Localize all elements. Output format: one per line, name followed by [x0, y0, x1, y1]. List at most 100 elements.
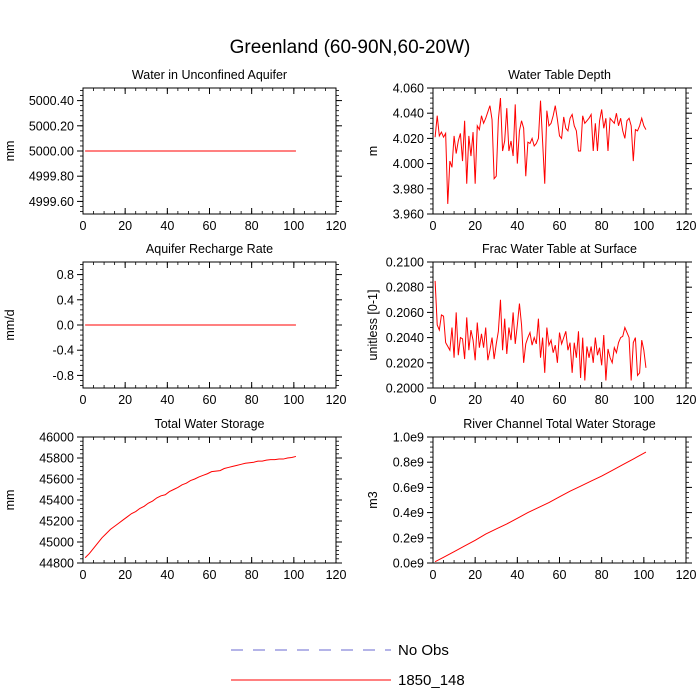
y-tick-label: 45000	[39, 536, 74, 550]
y-axis-label: mm	[3, 490, 17, 511]
x-tick-label: 120	[676, 568, 697, 582]
plot-frame	[82, 436, 337, 564]
y-axis-label: m	[366, 146, 380, 156]
y-tick-label: 0.8e9	[393, 456, 424, 470]
x-tick-label: 60	[203, 219, 217, 233]
y-axis-label: m3	[366, 491, 380, 508]
y-axis-label: unitless [0-1]	[366, 290, 380, 361]
x-tick-label: 0	[430, 219, 437, 233]
x-tick-label: 80	[595, 219, 609, 233]
x-tick-label: 60	[203, 393, 217, 407]
y-tick-label: 4999.60	[29, 195, 74, 209]
x-tick-label: 60	[553, 219, 567, 233]
y-tick-label: -0.8	[52, 369, 74, 383]
x-tick-label: 40	[510, 393, 524, 407]
figure-title: Greenland (60-90N,60-20W)	[230, 37, 471, 58]
y-tick-label: 0.2100	[386, 256, 424, 270]
y-tick-label: 44800	[39, 557, 74, 571]
y-tick-label: 0.0e9	[393, 557, 424, 571]
y-tick-label: 0.4	[57, 293, 74, 307]
x-tick-label: 40	[160, 219, 174, 233]
panel-unconfined-aquifer: Water in Unconfined Aquifer 0 20 40 60 80 100 1…	[3, 68, 346, 233]
plot-frame	[432, 436, 687, 564]
panel-frac-water-table: Frac Water Table at Surface 0 20 40 60 80 100 1…	[366, 242, 696, 407]
x-tick-label: 40	[160, 393, 174, 407]
y-tick-label: 1.0e9	[393, 431, 424, 445]
y-tick-label: 0.8	[57, 268, 74, 282]
y-tick-label: 3.960	[393, 208, 424, 222]
x-tick-label: 100	[633, 219, 654, 233]
panel-total-water-storage: Total Water Storage 0 20 40 60 80 100 120 44800 4…	[3, 417, 346, 582]
y-axis-label: mm/d	[3, 309, 17, 340]
panel-title: Water in Unconfined Aquifer	[132, 68, 287, 82]
x-tick-label: 100	[283, 393, 304, 407]
x-tick-label: 0	[80, 219, 87, 233]
x-tick-label: 80	[245, 568, 259, 582]
panel-title: River Channel Total Water Storage	[463, 417, 656, 431]
panel-water-table-depth: Water Table Depth 0 20 40 60 80 100 120 3.960 3.9…	[366, 68, 696, 233]
x-tick-label: 40	[160, 568, 174, 582]
plot-frame	[432, 261, 687, 389]
y-tick-label: 5000.00	[29, 145, 74, 159]
x-tick-label: 40	[510, 568, 524, 582]
x-tick-label: 80	[595, 568, 609, 582]
x-tick-label: 0	[430, 568, 437, 582]
y-tick-label: 3.980	[393, 182, 424, 196]
y-tick-label: 4.000	[393, 157, 424, 171]
x-tick-label: 100	[633, 568, 654, 582]
x-tick-label: 120	[676, 393, 697, 407]
x-tick-label: 80	[595, 393, 609, 407]
panel-aquifer-recharge: Aquifer Recharge Rate 0 20 40 60 80 100 120 -0.8…	[3, 242, 346, 407]
y-tick-label: 4.060	[393, 82, 424, 96]
panel-river-channel: River Channel Total Water Storage 0 20 40 60…	[366, 417, 696, 582]
x-tick-label: 0	[80, 393, 87, 407]
panel-title: Frac Water Table at Surface	[482, 242, 637, 256]
series-line	[434, 280, 647, 381]
y-tick-label: -0.4	[52, 344, 74, 358]
y-tick-label: 4.040	[393, 107, 424, 121]
legend: No Obs 1850_148	[231, 642, 465, 689]
x-tick-label: 20	[468, 568, 482, 582]
y-tick-label: 0.2000	[386, 382, 424, 396]
y-axis-label: mm	[3, 141, 17, 162]
x-tick-label: 60	[553, 568, 567, 582]
y-tick-label: 5000.40	[29, 94, 74, 108]
x-tick-label: 80	[245, 393, 259, 407]
y-tick-label: 4.020	[393, 132, 424, 146]
y-tick-label: 0.0	[57, 319, 74, 333]
panel-title: Total Water Storage	[154, 417, 264, 431]
y-tick-label: 45200	[39, 515, 74, 529]
legend-label: 1850_148	[398, 672, 465, 689]
x-tick-label: 120	[326, 393, 347, 407]
panel-title: Water Table Depth	[508, 68, 611, 82]
x-tick-label: 20	[468, 393, 482, 407]
y-tick-label: 0.4e9	[393, 506, 424, 520]
y-tick-label: 0.2060	[386, 306, 424, 320]
x-tick-label: 60	[203, 568, 217, 582]
x-tick-label: 20	[468, 219, 482, 233]
x-tick-label: 120	[326, 568, 347, 582]
y-tick-label: 45800	[39, 452, 74, 466]
x-tick-label: 20	[118, 568, 132, 582]
x-tick-label: 100	[283, 568, 304, 582]
panel-title: Aquifer Recharge Rate	[146, 242, 273, 256]
y-tick-label: 5000.20	[29, 119, 74, 133]
x-tick-label: 120	[676, 219, 697, 233]
x-tick-label: 80	[245, 219, 259, 233]
legend-label: No Obs	[398, 642, 449, 659]
y-tick-label: 0.2e9	[393, 531, 424, 545]
x-tick-label: 100	[283, 219, 304, 233]
x-tick-label: 0	[80, 568, 87, 582]
x-tick-label: 20	[118, 219, 132, 233]
x-tick-label: 120	[326, 219, 347, 233]
y-tick-label: 0.6e9	[393, 481, 424, 495]
x-tick-label: 40	[510, 219, 524, 233]
y-tick-label: 0.2080	[386, 281, 424, 295]
series-line	[434, 451, 647, 563]
x-tick-label: 60	[553, 393, 567, 407]
y-tick-label: 46000	[39, 431, 74, 445]
x-tick-label: 100	[633, 393, 654, 407]
y-tick-label: 0.2020	[386, 356, 424, 370]
series-line	[434, 98, 647, 204]
